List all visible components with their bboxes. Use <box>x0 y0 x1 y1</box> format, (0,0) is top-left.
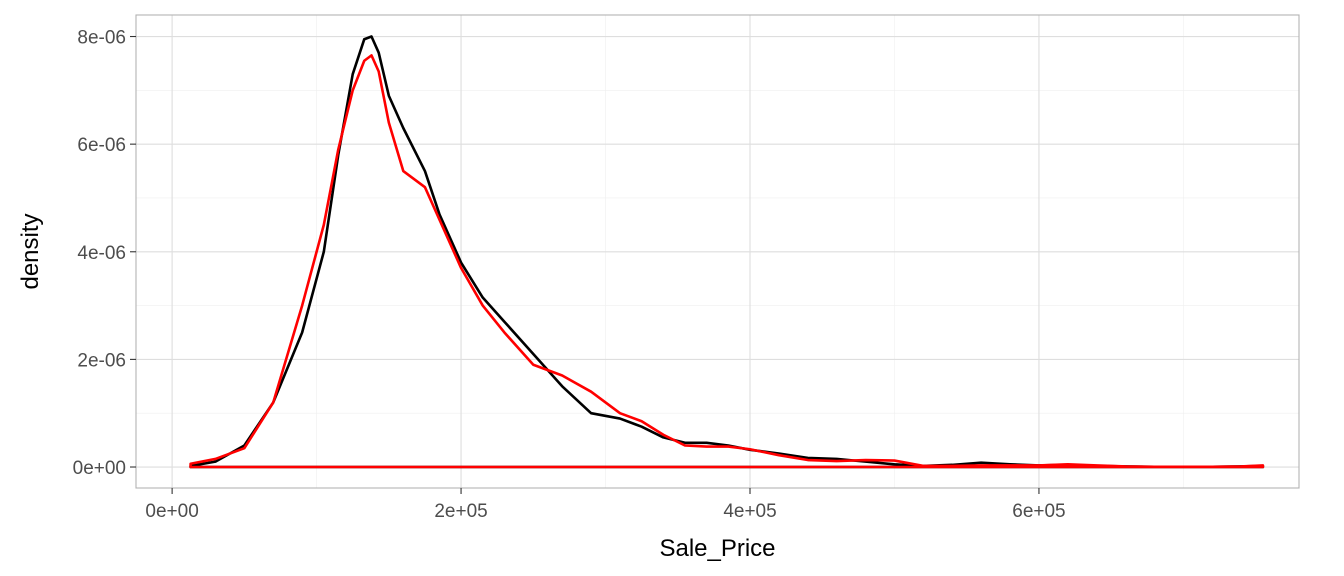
density-line-red <box>189 54 1265 469</box>
x-tick-label: 0e+00 <box>145 501 198 522</box>
major-gridlines <box>136 15 1299 488</box>
y-tick-label: 0e+00 <box>73 458 126 479</box>
tick-labels: 0e+00 2e+05 4e+05 6e+05 0e+00 2e-06 4e-06 6e-06… <box>73 28 1066 522</box>
y-tick-label: 6e-06 <box>77 135 126 156</box>
axis-ticks <box>130 35 1040 494</box>
x-tick-label: 2e+05 <box>434 501 487 522</box>
x-tick-label: 4e+05 <box>723 501 776 522</box>
y-tick-label: 8e-06 <box>77 28 126 49</box>
x-tick-label: 6e+05 <box>1012 501 1065 522</box>
y-axis-title: density <box>17 213 44 289</box>
y-tick-label: 4e-06 <box>77 243 126 264</box>
y-tick-label: 2e-06 <box>77 350 126 371</box>
x-axis-title: Sale_Price <box>659 535 775 562</box>
density-series <box>189 35 1265 469</box>
